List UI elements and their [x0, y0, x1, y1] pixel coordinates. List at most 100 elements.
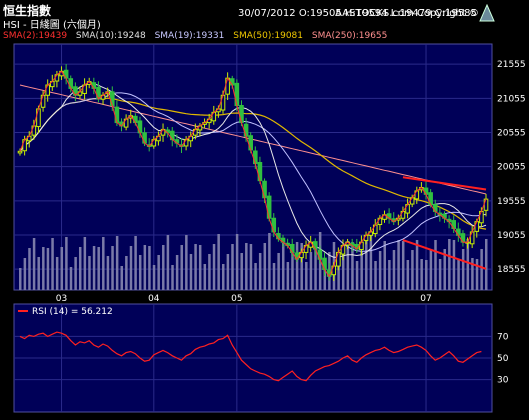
candlestick	[243, 123, 249, 137]
ma-legend: SMA(2):19439 SMA(10):19248 SMA(19):19331…	[3, 31, 393, 41]
volume-bar	[466, 239, 470, 290]
volume-bar	[341, 251, 345, 290]
volume-bar	[194, 244, 197, 290]
chart-subtitle: HSI - 日綫圖 (六個月)	[3, 20, 101, 31]
sma250-line	[19, 84, 487, 195]
volume-bar	[309, 252, 313, 290]
volume-bar	[351, 242, 354, 290]
volume-bar	[19, 268, 22, 290]
rsi-tick-label: 30	[497, 376, 509, 386]
volume-bar	[268, 233, 271, 290]
volume-bar	[291, 252, 294, 290]
volume-bar	[401, 241, 405, 290]
volume-bar	[346, 241, 350, 290]
candlestick	[248, 135, 253, 151]
aastocks-logo-icon	[479, 4, 495, 22]
volume-bar	[175, 255, 179, 290]
volume-bar	[245, 243, 248, 290]
ma-legend-item: SMA(19):19331	[154, 31, 225, 41]
volume-bar	[180, 245, 183, 290]
volume-bar	[60, 247, 64, 290]
volume-bar	[69, 267, 73, 290]
volume-bar	[378, 251, 382, 290]
volume-bar	[300, 243, 303, 290]
volume-bar	[277, 253, 280, 290]
candlestick	[68, 78, 74, 89]
volume-bar	[65, 237, 68, 290]
volume-bar	[46, 248, 50, 290]
trend-line-lower	[402, 239, 487, 270]
volume-bar	[485, 239, 488, 290]
candlestick	[193, 128, 198, 136]
candlestick	[331, 265, 337, 276]
candlestick	[474, 221, 480, 232]
candlestick	[40, 94, 46, 108]
chart-title: 恒生指數	[3, 4, 52, 18]
volume-bar	[162, 245, 165, 290]
volume-bar	[392, 250, 396, 290]
volume-bar	[355, 261, 359, 290]
volume-bar	[263, 243, 267, 290]
volume-bar	[369, 231, 373, 290]
sma10-line	[19, 82, 487, 258]
volume-bar	[249, 244, 253, 290]
candlestick	[142, 132, 147, 144]
candlestick	[483, 198, 489, 211]
price-tick-label: 20055	[497, 163, 526, 173]
volume-bar	[129, 246, 133, 290]
volume-bar	[78, 247, 82, 290]
volume-bar	[212, 244, 216, 290]
candlestick	[151, 139, 157, 147]
candlestick	[114, 106, 120, 124]
candlestick	[22, 139, 27, 152]
price-tick-label: 20555	[497, 128, 526, 138]
price-tick-label: 19555	[497, 197, 526, 207]
volume-bar	[240, 253, 243, 290]
candlestick	[234, 82, 240, 106]
month-tick-label: 07	[420, 294, 431, 304]
volume-bar	[475, 259, 479, 290]
volume-bar	[443, 249, 446, 290]
volume-bar	[102, 237, 105, 290]
volume-bar	[88, 256, 91, 290]
candlestick	[17, 150, 23, 154]
candlestick	[54, 74, 60, 82]
ohlc-readout: 30/07/2012 O:19505 H:19594 L:19479 C:195…	[238, 8, 477, 19]
volume-bar	[305, 262, 308, 290]
volume-bar	[231, 244, 234, 290]
trend-line-upper	[402, 176, 487, 191]
volume-bar	[254, 263, 257, 290]
volume-bar	[323, 262, 327, 290]
volume-bar	[406, 260, 410, 290]
candlestick	[253, 150, 258, 165]
volume-bar	[461, 249, 465, 290]
candlestick	[456, 228, 461, 236]
candlestick	[183, 139, 189, 147]
rsi-line	[19, 331, 482, 382]
volume-bar	[106, 256, 110, 290]
ma-legend-item: SMA(50):19081	[233, 31, 304, 41]
volume-bar	[272, 263, 276, 290]
volume-bar	[480, 249, 483, 290]
candlestick	[239, 105, 244, 124]
volume-bar	[420, 259, 423, 290]
volume-bar	[111, 246, 114, 290]
candlestick	[31, 125, 37, 136]
volume-bar	[397, 240, 400, 290]
volume-bar	[97, 247, 100, 290]
rsi-tick-label: 70	[497, 332, 509, 342]
volume-bar	[425, 260, 428, 290]
month-tick-label: 05	[231, 294, 242, 304]
price-tick-label: 19055	[497, 231, 526, 241]
volume-bar	[198, 245, 202, 290]
volume-bar	[51, 238, 54, 290]
volume-bar	[429, 250, 433, 290]
candlestick	[45, 84, 50, 96]
rsi-legend-label: RSI (14) = 56.212	[32, 307, 113, 317]
volume-bar	[281, 243, 285, 290]
volume-bar	[152, 265, 156, 290]
volume-bar	[434, 240, 437, 290]
rsi-tick-label: 50	[497, 354, 509, 364]
candlestick	[271, 217, 277, 233]
